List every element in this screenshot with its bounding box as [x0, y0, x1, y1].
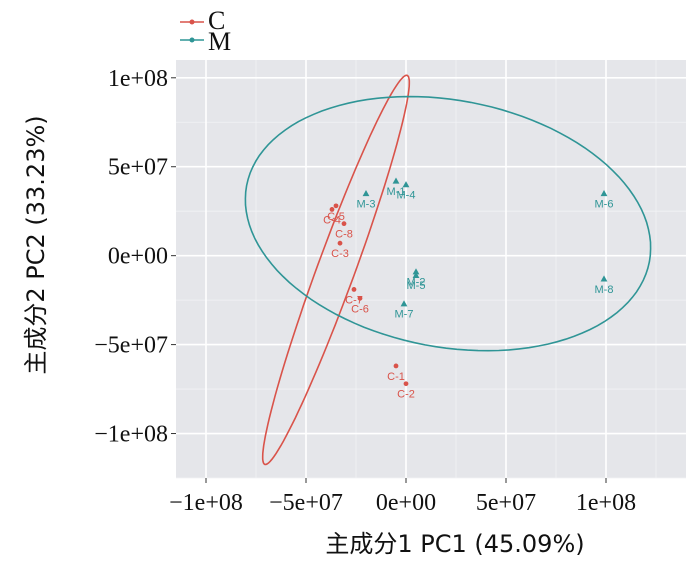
point-label-c-3: C-3	[331, 248, 349, 260]
point-label-m-4: M-4	[397, 190, 416, 202]
point-c-3	[337, 240, 343, 246]
plot-panel	[176, 60, 686, 478]
point-label-c-4: C-4	[323, 214, 341, 226]
legend-label-c: C	[208, 6, 225, 35]
point-label-c-2: C-2	[397, 389, 415, 401]
y-tick-label-4: −1e+08	[94, 422, 168, 448]
x-tick-label-0: −1e+08	[169, 490, 243, 516]
point-m-2	[412, 268, 420, 275]
point-c-2	[403, 381, 409, 387]
point-c-4	[329, 207, 335, 212]
legend-marker-m	[189, 37, 195, 43]
point-c-7	[351, 287, 357, 292]
point-label-c-7: C-7	[345, 294, 363, 306]
point-label-m-5: M-5	[407, 280, 426, 292]
x-tick-label-2: 0e+00	[376, 490, 436, 516]
point-label-m-1: M-1	[387, 186, 406, 198]
point-c-8	[341, 221, 347, 227]
point-c-6	[357, 295, 363, 301]
y-tick-label-3: −5e+07	[94, 333, 168, 359]
point-label-c-8: C-8	[335, 229, 353, 241]
legend: C M	[180, 6, 231, 56]
confidence-ellipses	[244, 74, 652, 466]
x-tick-label-4: 1e+08	[576, 490, 636, 516]
point-m-8	[600, 275, 608, 282]
ellipse-c	[261, 74, 411, 466]
point-m-1	[392, 177, 400, 184]
point-label-m-8: M-8	[595, 284, 614, 296]
y-axis-title: 主成分2 PC2 (33.23%)	[22, 115, 50, 374]
point-label-m-6: M-6	[595, 198, 614, 210]
axis-ticks: −1e+08 −5e+07 0e+00 5e+07 1e+08 1e+08 5e+07 0e+…	[94, 66, 636, 516]
point-label-m-2: M-2	[407, 277, 426, 289]
legend-label-m: M	[208, 27, 231, 56]
y-tick-label-1: 5e+07	[108, 155, 168, 181]
point-m-6	[600, 190, 608, 197]
point-label-c-1: C-1	[387, 371, 405, 383]
point-label-m-3: M-3	[357, 198, 376, 210]
point-label-m-7: M-7	[395, 309, 414, 321]
point-c-1	[393, 363, 399, 369]
x-tick-label-3: 5e+07	[476, 490, 536, 516]
x-axis-title: 主成分1 PC1 (45.09%)	[325, 530, 584, 558]
point-label-c-5: C-5	[327, 211, 345, 223]
x-tick-label-1: −5e+07	[269, 490, 343, 516]
point-m-7	[400, 300, 408, 307]
data-points: C-1 C-2 C-3 C-4C-5 C-6C-7 C-8 M-1 M-2 M-3 M-4 M-5 M…	[323, 177, 614, 401]
point-m-4	[402, 181, 410, 188]
y-tick-label-0: 1e+08	[108, 66, 168, 92]
point-c-5	[333, 203, 339, 209]
point-m-5	[412, 271, 420, 278]
legend-marker-c	[189, 19, 195, 25]
point-label-c-6: C-6	[351, 303, 369, 315]
point-m-3	[362, 190, 370, 197]
ellipse-m	[244, 95, 652, 352]
y-tick-label-2: 0e+00	[108, 244, 168, 270]
